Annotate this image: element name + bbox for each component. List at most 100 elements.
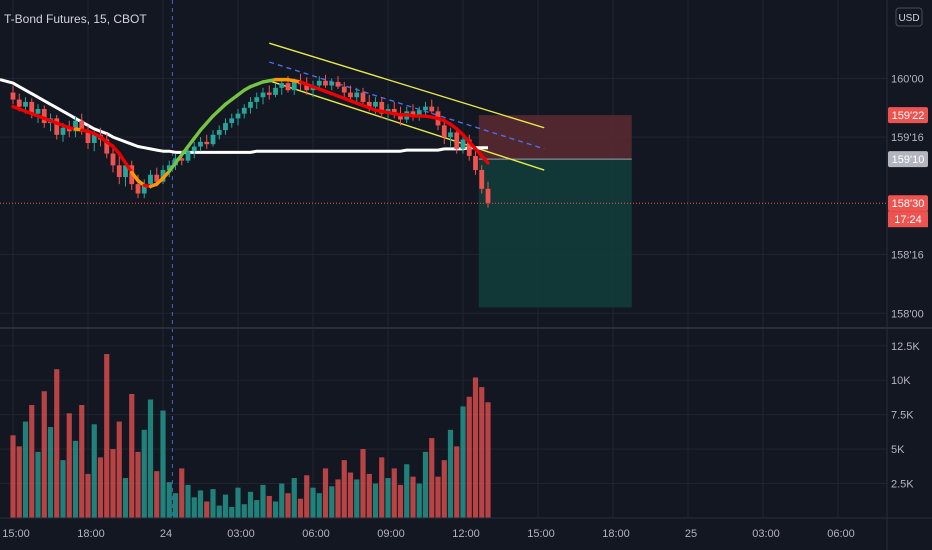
hull-ma-segment bbox=[186, 136, 196, 149]
stop-price-label: 159'22 bbox=[892, 110, 925, 122]
candle-body bbox=[360, 92, 366, 102]
candle-body bbox=[110, 153, 116, 166]
candle-body bbox=[485, 188, 491, 203]
volume-bar bbox=[297, 498, 304, 518]
price-tick-label: 159'16 bbox=[891, 132, 924, 144]
volume-bar bbox=[391, 468, 397, 518]
currency-button[interactable]: USD bbox=[895, 7, 923, 27]
countdown-label: 17:24 bbox=[894, 214, 922, 226]
volume-bar bbox=[266, 495, 272, 518]
volume-bar bbox=[441, 460, 447, 518]
candle-body bbox=[123, 165, 128, 178]
volume-bar bbox=[341, 460, 347, 518]
volume-bar bbox=[397, 484, 404, 518]
candle-body bbox=[35, 108, 41, 114]
volume-tick-label: 5K bbox=[891, 444, 905, 456]
candle-body bbox=[366, 101, 372, 107]
volume-bar bbox=[404, 464, 410, 518]
channel-upper[interactable] bbox=[269, 42, 545, 129]
candle-body bbox=[41, 108, 47, 124]
volume-bar bbox=[485, 402, 491, 518]
time-tick-label: 03:00 bbox=[752, 528, 780, 540]
candle-body bbox=[135, 184, 141, 194]
candle-body bbox=[260, 92, 266, 98]
volume-bar bbox=[179, 468, 185, 518]
volume-bar bbox=[235, 487, 241, 518]
hull-moving-average bbox=[11, 77, 490, 189]
volume-bar bbox=[16, 446, 22, 518]
volume-bars bbox=[10, 354, 491, 518]
candle-body bbox=[354, 92, 360, 98]
volume-tick-label: 10K bbox=[891, 375, 911, 387]
channel-lower[interactable] bbox=[269, 80, 545, 171]
volume-bar bbox=[147, 399, 154, 518]
candle-body bbox=[273, 87, 278, 95]
candle-body bbox=[223, 123, 228, 131]
price-tick-label: 158'16 bbox=[891, 250, 924, 262]
channel-mid[interactable] bbox=[269, 61, 545, 150]
volume-bar bbox=[454, 446, 460, 518]
volume-bar bbox=[47, 427, 54, 518]
volume-axis: 12.5K 10K 7.5K 5K 2.5K bbox=[891, 341, 920, 491]
volume-tick-label: 2.5K bbox=[891, 479, 914, 491]
volume-bar bbox=[110, 449, 116, 518]
candle-body bbox=[254, 97, 260, 102]
volume-bar bbox=[260, 484, 266, 518]
price-axis[interactable]: 160'00 159'16 158'16 158'00 159'22 159'10 158'… bbox=[888, 73, 928, 320]
stop-price-badge[interactable] bbox=[888, 107, 928, 124]
volume-bar bbox=[197, 490, 204, 518]
volume-bar bbox=[316, 493, 322, 518]
candle-body bbox=[316, 80, 322, 86]
time-tick-label: 18:00 bbox=[77, 528, 105, 540]
currency-button-box bbox=[895, 7, 923, 27]
time-tick-label: 15:00 bbox=[2, 528, 30, 540]
time-tick-label: 25 bbox=[685, 528, 697, 540]
volume-bar bbox=[22, 421, 29, 518]
candle-body bbox=[198, 141, 203, 147]
volume-bar bbox=[135, 451, 141, 518]
candle-body bbox=[266, 92, 272, 95]
volume-bar bbox=[35, 451, 41, 518]
candle-body bbox=[448, 132, 453, 138]
candle-body bbox=[179, 158, 185, 161]
candle-body bbox=[60, 127, 66, 135]
candle-body bbox=[54, 118, 60, 135]
volume-bar bbox=[204, 501, 210, 518]
candle-body bbox=[204, 141, 210, 145]
candle-body bbox=[479, 170, 485, 189]
candle-body bbox=[348, 92, 353, 98]
candle-body bbox=[248, 101, 253, 108]
volume-bar bbox=[141, 429, 147, 518]
volume-bar bbox=[335, 479, 341, 518]
volume-bar bbox=[460, 406, 466, 518]
time-tick-label: 12:00 bbox=[452, 528, 480, 540]
candle-body bbox=[141, 184, 147, 194]
white-ma-line bbox=[0, 78, 488, 154]
channel-lines[interactable] bbox=[269, 42, 545, 171]
volume-bar bbox=[72, 440, 79, 518]
last-price-badge[interactable] bbox=[888, 195, 928, 212]
time-tick-label: 09:00 bbox=[377, 528, 405, 540]
candle-body bbox=[279, 83, 285, 88]
candle-body bbox=[104, 139, 110, 154]
entry-price-badge[interactable] bbox=[888, 151, 928, 168]
candle-body bbox=[398, 113, 403, 120]
time-tick-label: 15:00 bbox=[527, 528, 555, 540]
candle-body bbox=[466, 139, 472, 156]
candle-body bbox=[85, 130, 91, 144]
time-axis[interactable]: 15:00 18:00 24 03:00 06:00 09:00 12:00 15:00 18:… bbox=[2, 528, 855, 540]
candle-body bbox=[23, 101, 28, 107]
volume-bar bbox=[166, 482, 172, 518]
time-tick-label: 06:00 bbox=[302, 528, 330, 540]
volume-bar bbox=[360, 449, 366, 518]
volume-bar bbox=[54, 369, 60, 518]
volume-bar bbox=[385, 478, 391, 518]
candle-body bbox=[304, 84, 310, 91]
price-tick-label: 160'00 bbox=[891, 73, 924, 85]
volume-bar bbox=[429, 438, 435, 518]
volume-bar bbox=[291, 478, 297, 518]
volume-bar bbox=[10, 435, 16, 518]
volume-bar bbox=[279, 483, 285, 518]
